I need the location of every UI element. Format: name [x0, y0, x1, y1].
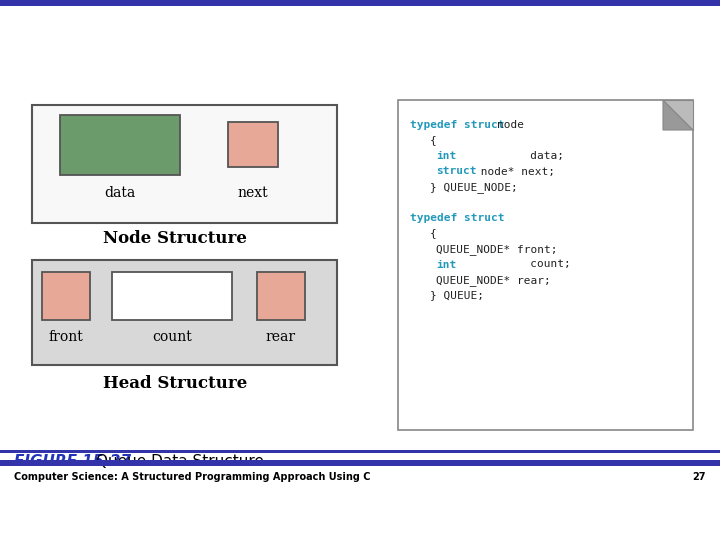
- Bar: [0, 460, 720, 466]
- Text: Node Structure: Node Structure: [103, 230, 247, 247]
- Text: front: front: [49, 330, 84, 344]
- Text: int: int: [436, 260, 456, 269]
- Text: int: int: [436, 151, 456, 161]
- Bar: [0, 450, 720, 453]
- Text: Computer Science: A Structured Programming Approach Using C: Computer Science: A Structured Programmi…: [14, 472, 371, 482]
- Text: QUEUE_NODE* front;: QUEUE_NODE* front;: [436, 244, 557, 255]
- Bar: [32, 260, 337, 365]
- Text: Head Structure: Head Structure: [103, 375, 247, 392]
- Text: rear: rear: [266, 330, 296, 344]
- Bar: [42, 272, 90, 320]
- Bar: [398, 100, 693, 430]
- Text: count;: count;: [456, 260, 571, 269]
- Text: } QUEUE_NODE;: } QUEUE_NODE;: [430, 182, 518, 193]
- Text: {: {: [430, 228, 437, 239]
- Polygon shape: [663, 100, 693, 130]
- Text: data: data: [104, 186, 135, 200]
- Text: next: next: [238, 186, 269, 200]
- Bar: [228, 122, 278, 167]
- Text: 27: 27: [693, 472, 706, 482]
- Text: Queue Data Structure: Queue Data Structure: [96, 454, 264, 469]
- Text: struct: struct: [436, 166, 477, 177]
- Text: data;: data;: [456, 151, 564, 161]
- Text: } QUEUE;: } QUEUE;: [430, 291, 484, 300]
- Text: count: count: [152, 330, 192, 344]
- Text: FIGURE 15-27: FIGURE 15-27: [14, 454, 131, 469]
- Polygon shape: [663, 100, 693, 130]
- Text: QUEUE_NODE* rear;: QUEUE_NODE* rear;: [436, 275, 551, 286]
- Bar: [32, 105, 337, 223]
- Text: typedef struct: typedef struct: [410, 120, 511, 130]
- Text: typedef struct: typedef struct: [410, 213, 505, 223]
- Text: {: {: [430, 136, 437, 145]
- Bar: [0, 0, 720, 6]
- Text: node: node: [497, 120, 524, 130]
- Bar: [112, 272, 232, 320]
- Bar: [60, 115, 180, 175]
- Text: node* next;: node* next;: [474, 166, 555, 177]
- Bar: [257, 272, 305, 320]
